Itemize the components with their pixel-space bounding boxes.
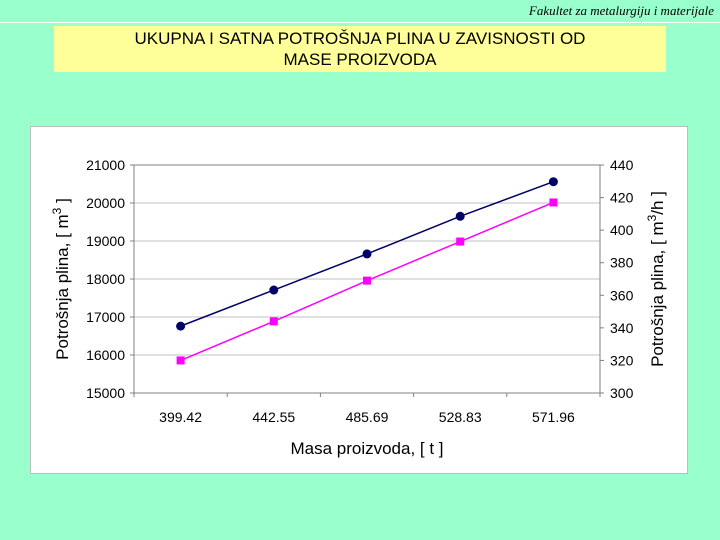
left-y-axis-title-end: ] bbox=[53, 198, 72, 207]
right-tick-label: 320 bbox=[610, 352, 634, 368]
right-tick-label: 300 bbox=[610, 385, 634, 401]
left-y-axis: 15000 16000 17000 18000 19000 20000 21000 bbox=[86, 157, 134, 401]
right-y-axis-title: Potrošnja plina, [ m3/h ] bbox=[645, 191, 667, 367]
x-tick-label: 442.55 bbox=[252, 409, 295, 425]
right-y-axis-title-sup: 3 bbox=[645, 214, 659, 221]
left-tick-label: 20000 bbox=[86, 195, 125, 211]
left-tick-label: 18000 bbox=[86, 271, 125, 287]
left-tick-label: 17000 bbox=[86, 309, 125, 325]
right-tick-label: 340 bbox=[610, 320, 634, 336]
right-tick-label: 420 bbox=[610, 190, 634, 206]
x-axis-title: Masa proizvoda, [ t ] bbox=[290, 439, 443, 458]
slide-title-line-2: MASE PROIZVODA bbox=[283, 50, 437, 69]
right-tick-label: 440 bbox=[610, 157, 634, 173]
x-tick-label: 571.96 bbox=[532, 409, 575, 425]
x-tick-label: 528.83 bbox=[439, 409, 482, 425]
series-2-point bbox=[456, 237, 465, 246]
x-tick-label: 399.42 bbox=[159, 409, 202, 425]
left-tick-label: 15000 bbox=[86, 385, 125, 401]
left-tick-label: 21000 bbox=[86, 157, 125, 173]
right-y-axis: 300 320 340 360 380 400 420 440 bbox=[600, 157, 634, 401]
header-divider bbox=[0, 22, 720, 23]
series-2-point bbox=[363, 276, 371, 285]
left-tick-label: 16000 bbox=[86, 347, 125, 363]
slide-title-line-1: UKUPNA I SATNA POTROŠNJA PLINA U ZAVISNO… bbox=[134, 29, 586, 48]
slide-title: UKUPNA I SATNA POTROŠNJA PLINA U ZAVISNO… bbox=[54, 26, 666, 72]
series-2-point bbox=[549, 198, 558, 207]
right-tick-label: 380 bbox=[610, 255, 634, 271]
series-1-point bbox=[455, 211, 465, 221]
right-tick-label: 360 bbox=[610, 287, 634, 303]
series-1-point bbox=[176, 321, 186, 331]
x-tick-label: 485.69 bbox=[346, 409, 389, 425]
series bbox=[176, 177, 558, 365]
x-axis: 399.42 442.55 485.69 528.83 571.96 bbox=[133, 393, 601, 425]
left-tick-label: 19000 bbox=[86, 233, 125, 249]
right-tick-label: 400 bbox=[610, 222, 634, 238]
left-y-axis-title: Potrošnja plina, [ m3 ] bbox=[50, 198, 72, 360]
series-1-point bbox=[362, 249, 372, 259]
series-1-point bbox=[269, 285, 279, 295]
left-y-axis-title-text: Potrošnja plina, [ m bbox=[53, 214, 72, 360]
chart-frame bbox=[30, 126, 688, 474]
right-y-axis-title-text: Potrošnja plina, [ m bbox=[648, 221, 667, 367]
series-2-point bbox=[269, 317, 278, 326]
institution-header: Fakultet za metalurgiju i materijale bbox=[528, 3, 714, 18]
series-2-point bbox=[176, 356, 185, 365]
left-y-axis-title-sup: 3 bbox=[50, 207, 64, 214]
right-y-axis-title-end: /h ] bbox=[648, 191, 667, 215]
series-1-point bbox=[548, 177, 558, 187]
